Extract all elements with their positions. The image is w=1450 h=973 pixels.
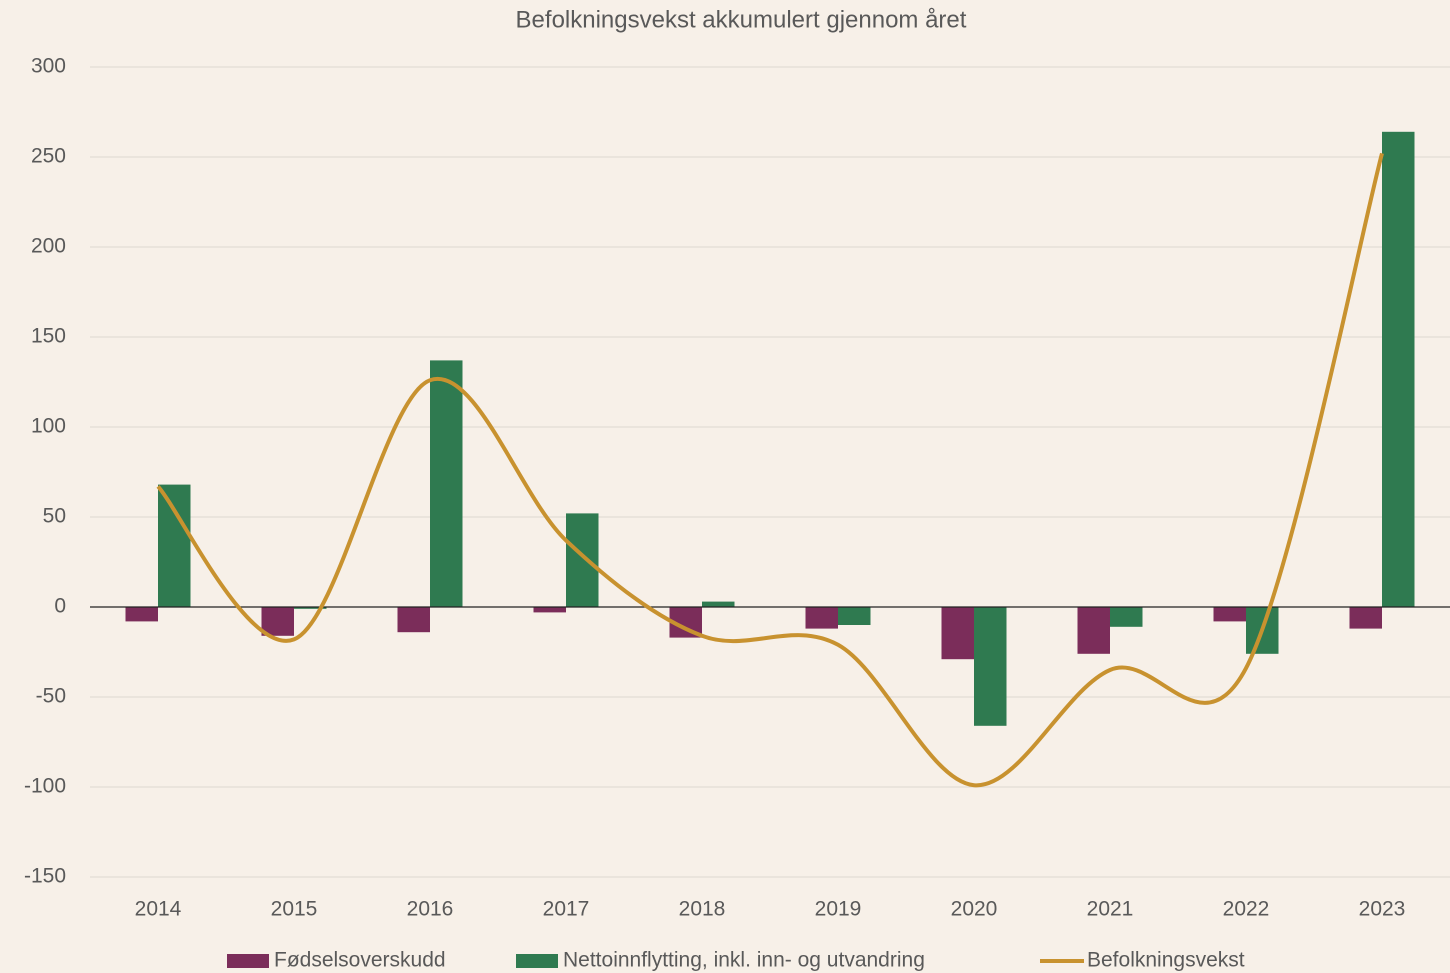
x-tick-label: 2014 — [135, 898, 182, 921]
y-tick-label: 250 — [31, 145, 66, 168]
bar — [805, 607, 838, 629]
bar — [533, 607, 566, 613]
bar — [261, 607, 294, 636]
y-tick-label: 300 — [31, 55, 66, 78]
bar — [1213, 607, 1246, 622]
bar — [158, 484, 191, 607]
bar — [1349, 607, 1382, 629]
y-tick-label: 100 — [31, 415, 66, 438]
x-tick-label: 2019 — [815, 898, 862, 921]
bar — [1382, 131, 1415, 608]
x-tick-label: 2015 — [271, 898, 318, 921]
bar — [397, 607, 430, 633]
x-tick-label: 2020 — [951, 898, 998, 921]
bar — [125, 607, 158, 622]
bar — [1077, 607, 1110, 654]
x-tick-label: 2018 — [679, 898, 726, 921]
legend-label: Fødselsoverskudd — [274, 949, 446, 972]
x-tick-label: 2016 — [407, 898, 454, 921]
y-tick-label: 200 — [31, 235, 66, 258]
line — [156, 152, 1384, 788]
legend-swatch — [516, 954, 558, 968]
x-tick-label: 2023 — [1359, 898, 1406, 921]
x-tick-label: 2022 — [1223, 898, 1270, 921]
legend-label: Befolkningsvekst — [1087, 949, 1245, 972]
y-tick-label: -150 — [24, 865, 66, 888]
y-tick-label: -50 — [36, 685, 66, 708]
y-tick-label: 150 — [31, 325, 66, 348]
chart-title: Befolkningsvekst akkumulert gjennom året — [516, 6, 967, 33]
bar — [430, 360, 463, 607]
x-tick-label: 2017 — [543, 898, 590, 921]
y-tick-label: 50 — [43, 505, 66, 528]
legend-label: Nettoinnflytting, inkl. inn- og utvandri… — [563, 949, 925, 972]
bar — [838, 607, 871, 625]
y-tick-label: 0 — [54, 595, 66, 618]
y-tick-label: -100 — [24, 775, 66, 798]
legend-swatch — [227, 954, 269, 968]
bar — [1110, 607, 1143, 627]
bar — [566, 513, 599, 607]
bar — [941, 607, 974, 660]
bar — [294, 607, 327, 609]
bar — [974, 607, 1007, 726]
bar — [702, 601, 735, 607]
x-tick-label: 2021 — [1087, 898, 1134, 921]
